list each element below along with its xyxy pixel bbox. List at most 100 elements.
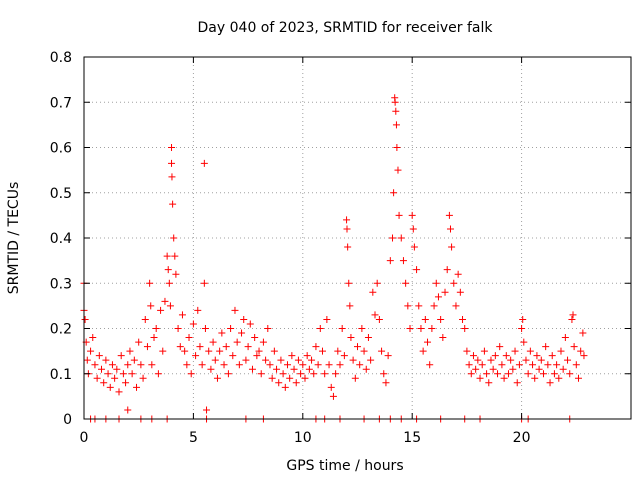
data-point: [91, 361, 99, 369]
data-point: [211, 356, 219, 364]
data-point: [81, 315, 89, 323]
data-point: [270, 347, 278, 355]
data-point: [483, 370, 491, 378]
data-point: [170, 234, 178, 242]
x-axis-label: GPS time / hours: [286, 458, 403, 474]
data-point: [463, 347, 471, 355]
data-point: [314, 361, 322, 369]
data-point: [402, 279, 410, 287]
data-point: [417, 325, 425, 332]
data-point: [273, 365, 281, 373]
data-point: [115, 388, 123, 396]
data-point: [344, 243, 352, 251]
data-point: [200, 279, 208, 287]
data-point: [253, 352, 261, 360]
data-point: [373, 279, 381, 287]
data-point: [224, 370, 232, 378]
data-point: [498, 361, 506, 369]
data-point: [569, 311, 577, 319]
data-point: [209, 338, 217, 346]
data-point: [292, 379, 300, 387]
data-point: [393, 144, 401, 151]
data-point: [297, 370, 305, 378]
data-point: [548, 352, 556, 360]
data-point: [231, 306, 239, 314]
data-point: [312, 343, 320, 351]
data-point: [150, 334, 158, 342]
data-point: [122, 379, 130, 387]
data-point: [480, 347, 488, 355]
grid: [84, 57, 631, 419]
data-point: [496, 343, 504, 351]
data-point: [426, 361, 434, 369]
data-point: [248, 365, 256, 373]
y-tick-label: 0.8: [50, 50, 72, 66]
data-point: [171, 252, 179, 260]
data-point: [323, 315, 331, 323]
data-point: [513, 379, 521, 387]
data-point: [572, 361, 580, 369]
data-point: [290, 365, 298, 373]
data-point: [201, 325, 209, 332]
y-tick-labels: 0 0.1 0.2 0.3 0.4 0.5 0.6 0.7 0.8: [50, 50, 72, 428]
data-point: [356, 361, 364, 369]
data-point: [108, 361, 116, 369]
data-point: [448, 243, 456, 251]
data-point: [415, 302, 423, 310]
data-point: [189, 320, 197, 328]
data-point: [222, 343, 230, 351]
data-point: [159, 347, 167, 355]
data-point: [176, 343, 184, 351]
data-point: [124, 406, 132, 414]
data-point: [485, 379, 493, 387]
data-point: [172, 270, 180, 278]
x-tick-label: 5: [189, 430, 198, 446]
data-point: [93, 374, 101, 382]
data-point: [580, 352, 588, 360]
data-point: [456, 288, 464, 296]
data-point: [550, 370, 558, 378]
data-point: [347, 334, 355, 342]
data-point: [568, 315, 576, 323]
data-point: [229, 352, 237, 360]
data-point: [152, 325, 160, 332]
data-point: [233, 338, 241, 346]
data-point: [235, 361, 243, 369]
data-point: [141, 315, 149, 323]
data-point: [294, 356, 302, 364]
data-point: [452, 302, 460, 310]
data-point: [275, 379, 283, 387]
data-point: [421, 315, 429, 323]
ticks: [83, 56, 631, 420]
data-point: [413, 266, 421, 274]
data-point: [406, 325, 414, 332]
x-tick-label: 0: [80, 430, 89, 446]
y-tick-label: 0.5: [50, 186, 72, 202]
data-point: [489, 365, 497, 373]
data-point: [469, 352, 477, 360]
data-point: [391, 98, 399, 106]
data-point: [281, 383, 289, 391]
data-point: [262, 356, 270, 364]
data-point: [507, 356, 515, 364]
data-point: [200, 159, 208, 167]
data-point: [522, 356, 530, 364]
data-point: [218, 329, 226, 337]
chart-title: Day 040 of 2023, SRMTID for receiver fal…: [198, 20, 494, 36]
data-point: [394, 166, 402, 174]
data-point: [434, 293, 442, 301]
data-point: [371, 311, 379, 319]
data-point: [240, 315, 248, 323]
data-point: [346, 302, 354, 310]
y-tick-label: 0.4: [50, 231, 72, 247]
data-point: [117, 352, 125, 360]
data-point: [362, 365, 370, 373]
data-point: [95, 352, 103, 360]
data-point: [392, 107, 400, 115]
data-point: [325, 361, 333, 369]
data-point: [382, 379, 390, 387]
data-point: [181, 347, 189, 355]
data-point: [428, 325, 436, 332]
data-point: [369, 288, 377, 296]
data-point: [137, 361, 145, 369]
